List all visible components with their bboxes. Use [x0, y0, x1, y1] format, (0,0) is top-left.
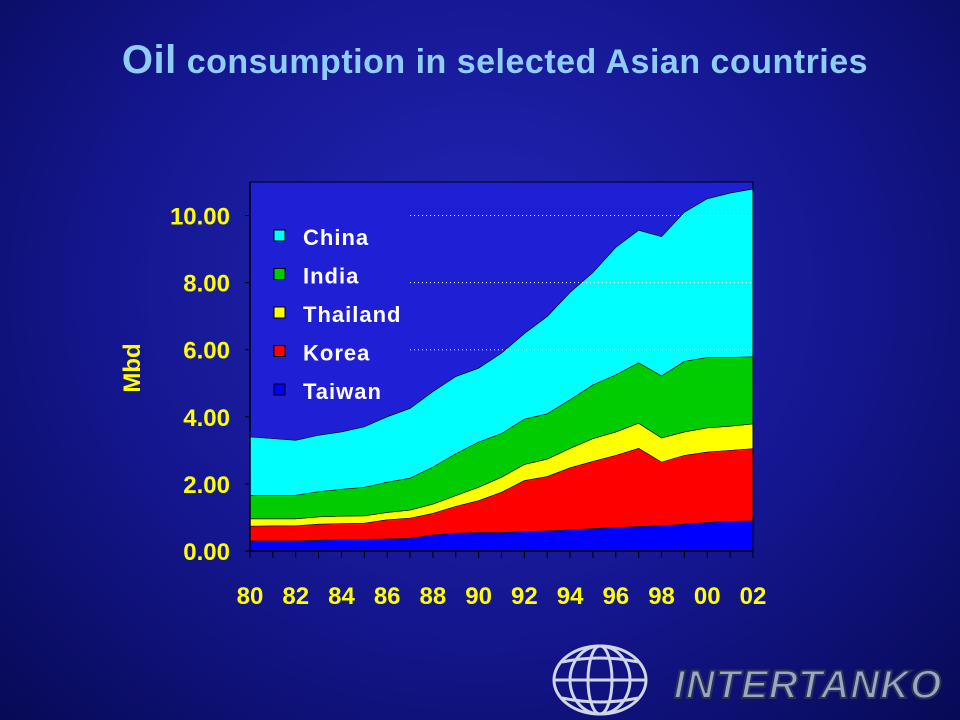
x-tick-label: 02: [740, 583, 767, 610]
y-tick-label: 2.00: [183, 472, 230, 499]
legend-label-thailand: Thailand: [303, 302, 401, 327]
x-tick-label: 98: [648, 583, 675, 610]
x-tick-label: 90: [465, 583, 492, 610]
legend-swatch-taiwan: [273, 383, 286, 396]
chart-title-rest: consumption in selected Asian countries: [176, 43, 869, 81]
y-tick-label: 8.00: [183, 271, 230, 298]
y-tick-label: 4.00: [183, 405, 230, 432]
legend-swatch-korea: [273, 345, 286, 357]
x-tick-label: 92: [511, 583, 538, 610]
x-tick-label: 82: [282, 583, 309, 610]
chart-title: Oil consumption in selected Asian countr…: [0, 38, 960, 83]
x-tick-label: 84: [328, 583, 355, 610]
x-tick-label: 00: [694, 583, 721, 610]
x-tick-label: 94: [557, 583, 584, 610]
legend-swatch-india: [273, 268, 286, 280]
y-tick-label: 0.00: [183, 539, 230, 566]
x-tick-label: 88: [420, 583, 447, 610]
legend-label-india: India: [303, 264, 359, 289]
x-tick-label: 86: [374, 583, 401, 610]
x-tick-label: 80: [237, 583, 264, 610]
legend-label-korea: Korea: [303, 341, 370, 366]
brand-wordmark: INTERTANKO: [674, 663, 943, 707]
legend-swatch-thailand: [273, 306, 286, 319]
legend-label-china: China: [303, 225, 369, 250]
x-axis: 80 82 84 86 88 90 92 94 96 98 00 02: [237, 550, 767, 610]
plot-area: [249, 181, 754, 552]
chart-legend: China India Thailand Korea Taiwan: [273, 225, 401, 404]
legend-label-taiwan: Taiwan: [303, 379, 382, 404]
y-axis-label: Mbd: [119, 343, 146, 392]
chart-title-lead: Oil: [121, 38, 177, 82]
y-axis: 0.00 2.00 4.00 6.00 8.00 10.00: [170, 182, 251, 566]
y-tick-label: 6.00: [183, 338, 230, 365]
legend-swatch-china: [273, 229, 286, 242]
x-tick-label: 96: [602, 583, 629, 610]
globe-icon: [552, 644, 648, 716]
intertanko-logo: INTERTANKO: [552, 644, 943, 716]
y-tick-label: 10.00: [170, 204, 230, 231]
